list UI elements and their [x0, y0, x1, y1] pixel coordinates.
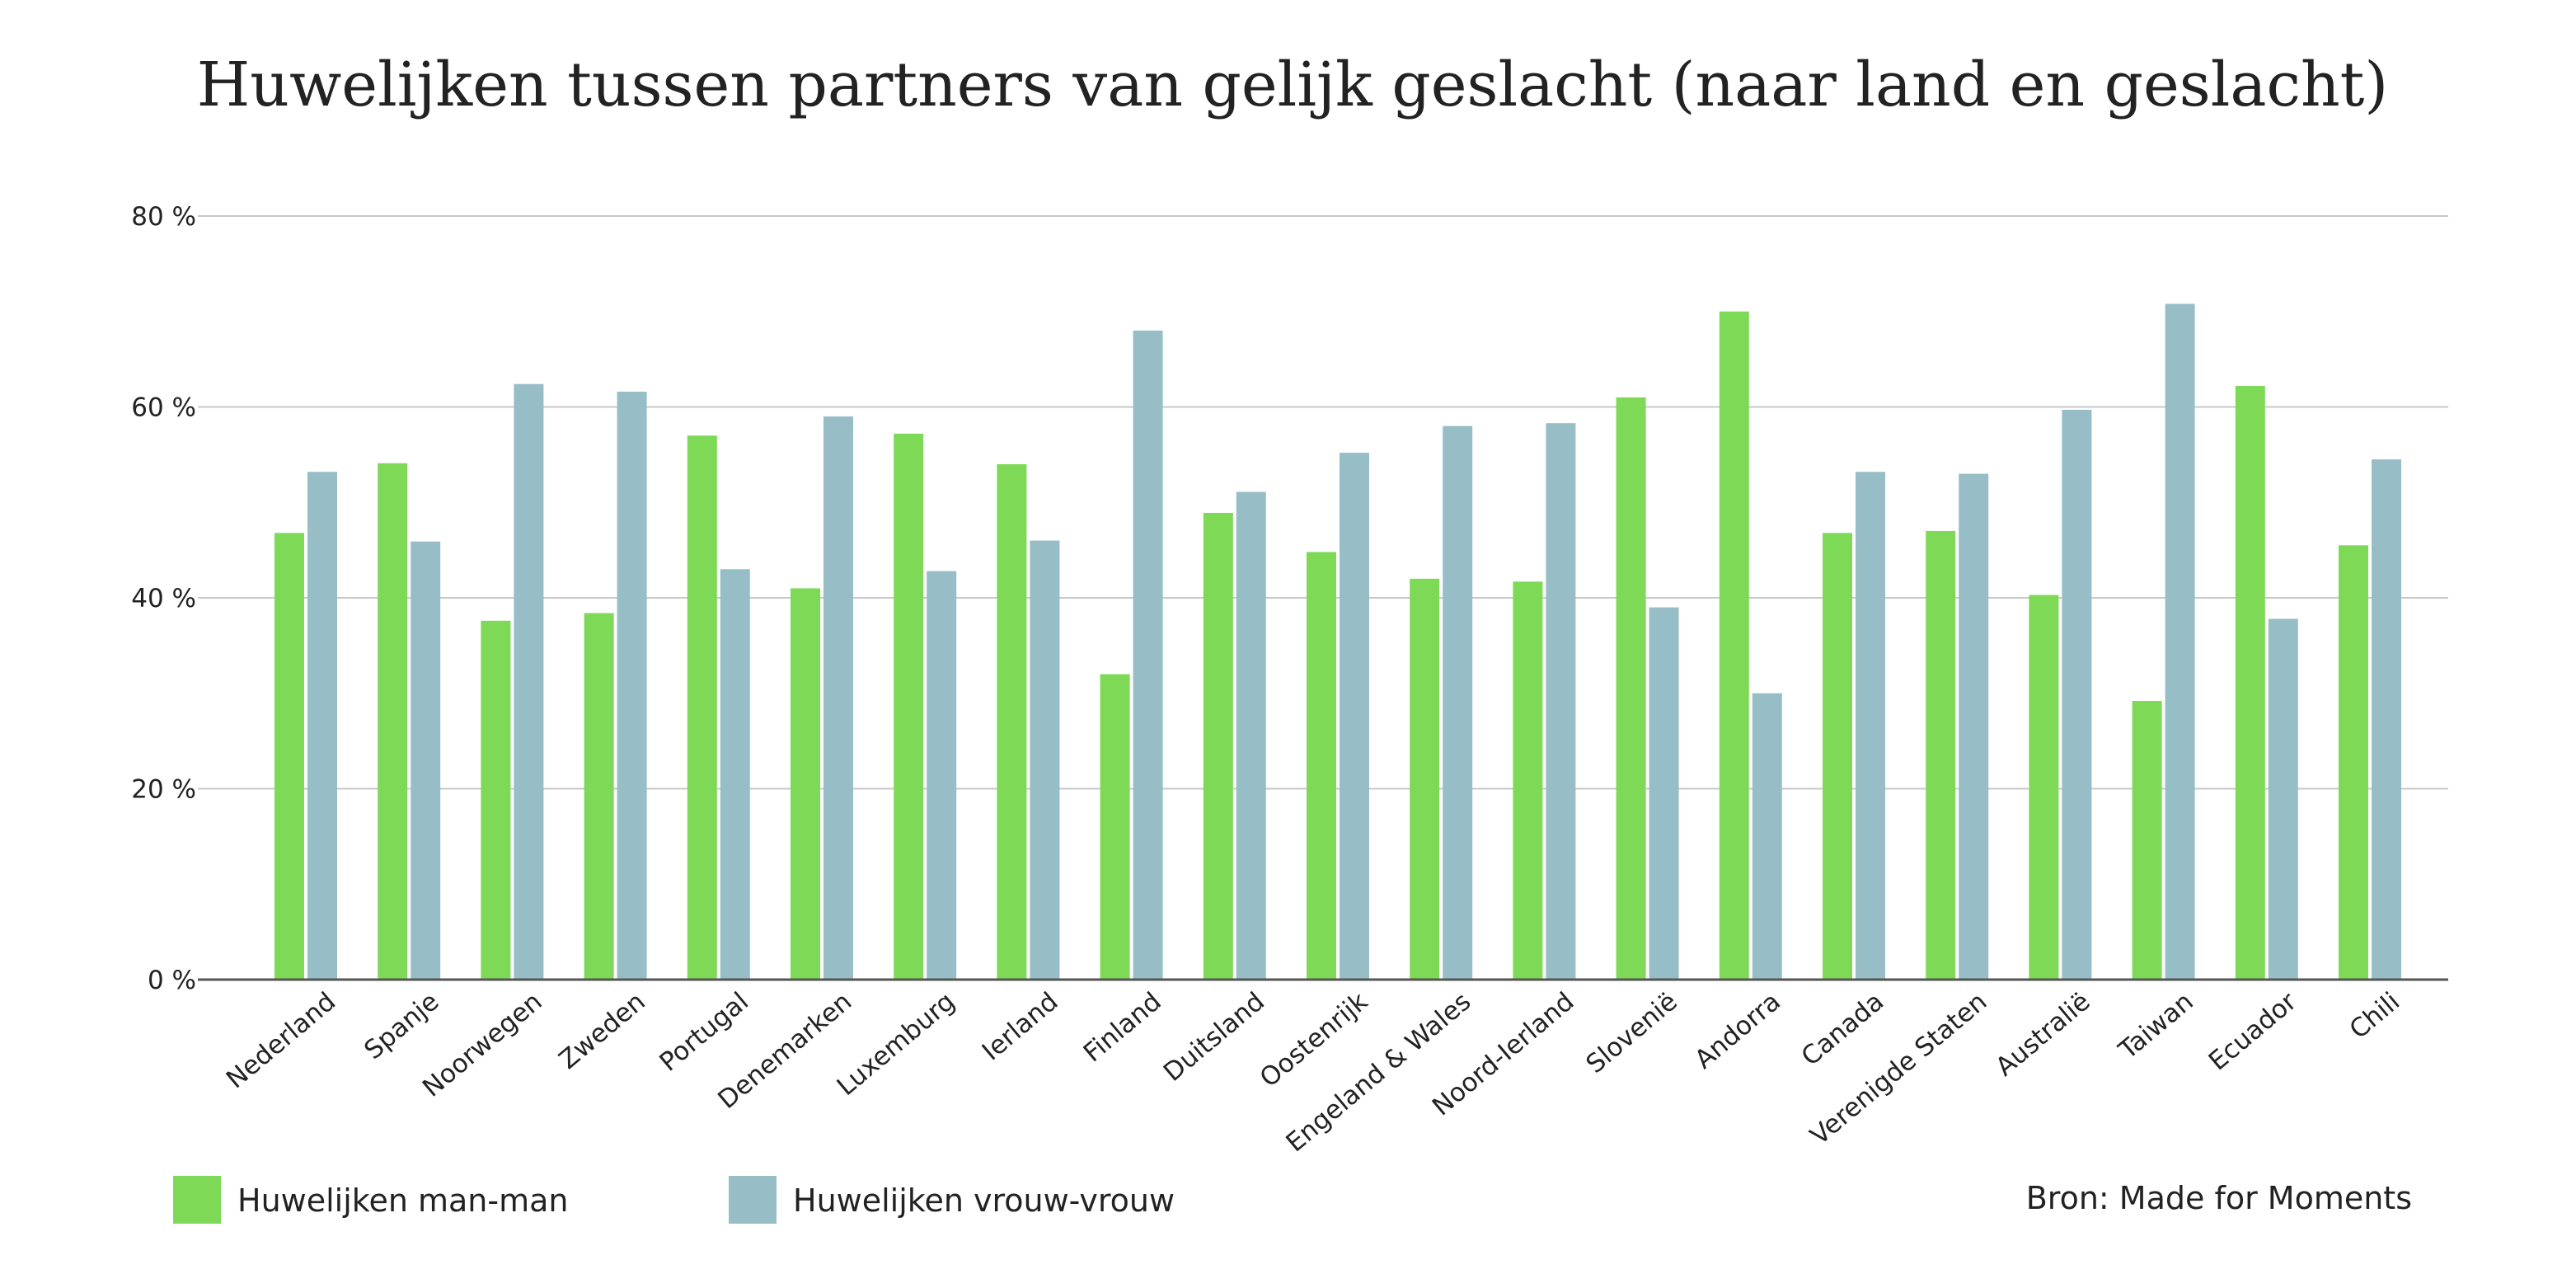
x-tick-label: Ecuador [2203, 986, 2302, 1076]
bar-vrouw-vrouw [2372, 459, 2401, 980]
x-tick-label: Taiwan [2113, 987, 2199, 1066]
x-tick-label: Canada [1796, 987, 1890, 1072]
bar-vrouw-vrouw [307, 472, 337, 980]
x-tick-label: Zweden [554, 987, 651, 1075]
bar-man-man [1513, 581, 1543, 980]
y-tick-label: 80 % [131, 202, 196, 232]
bar-vrouw-vrouw [1856, 472, 1885, 980]
grid: 0 % 20 % 40 % 60 % 80 % [131, 202, 2448, 995]
x-tick-label: Spanje [359, 987, 444, 1066]
x-tick-label: Andorra [1689, 987, 1786, 1075]
x-tick-label: Portugal [654, 987, 753, 1078]
bar-man-man [1203, 512, 1233, 980]
bar-vrouw-vrouw [411, 541, 441, 980]
chart-title: Huwelijken tussen partners van gelijk ge… [197, 49, 2388, 120]
bar-man-man [2132, 701, 2162, 980]
x-tick-label: Slovenië [1580, 987, 1682, 1079]
bar-man-man [687, 435, 717, 980]
bar-man-man [2029, 595, 2059, 980]
bar-man-man [1823, 533, 1852, 980]
y-tick-label: 60 % [131, 393, 196, 423]
legend-swatch-man-man [173, 1176, 221, 1224]
bar-man-man [2235, 386, 2265, 980]
bar-vrouw-vrouw [1133, 330, 1163, 980]
x-tick-label: Nederland [221, 987, 341, 1095]
x-tick-label: Engeland & Wales [1280, 987, 1476, 1159]
bar-man-man [791, 588, 820, 980]
y-tick-label: 0 % [148, 966, 196, 995]
x-tick-label: Chili [2344, 987, 2406, 1046]
bar-vrouw-vrouw [1443, 425, 1473, 980]
bar-vrouw-vrouw [720, 569, 750, 980]
y-tick-label: 20 % [131, 775, 196, 805]
source-note: Bron: Made for Moments [2026, 1180, 2412, 1216]
bar-vrouw-vrouw [927, 571, 957, 980]
bar-vrouw-vrouw [1546, 423, 1576, 980]
x-tick-label: Australië [1990, 987, 2095, 1083]
legend-swatch-vrouw-vrouw [729, 1176, 777, 1224]
x-tick-label: Finland [1078, 987, 1167, 1069]
bar-man-man [997, 463, 1027, 980]
bar-man-man [1410, 578, 1440, 980]
bar-man-man [584, 613, 614, 980]
bar-vrouw-vrouw [1030, 540, 1060, 980]
bar-vrouw-vrouw [1340, 453, 1369, 980]
bar-vrouw-vrouw [1649, 607, 1679, 980]
bar-man-man [1307, 552, 1336, 980]
legend-label-vrouw-vrouw: Huwelijken vrouw-vrouw [793, 1182, 1175, 1219]
x-tick-label: Duitsland [1158, 987, 1270, 1088]
bar-man-man [1719, 311, 1749, 980]
bar-man-man [1926, 530, 1956, 980]
bar-vrouw-vrouw [823, 416, 853, 980]
bars [274, 303, 2401, 980]
bar-vrouw-vrouw [1752, 693, 1782, 980]
bar-man-man [1616, 397, 1646, 980]
legend: Huwelijken man-man Huwelijken vrouw-vrou… [173, 1176, 1175, 1224]
bar-vrouw-vrouw [2268, 618, 2298, 980]
legend-label-man-man: Huwelijken man-man [237, 1182, 568, 1219]
bar-vrouw-vrouw [1236, 491, 1266, 980]
bar-vrouw-vrouw [617, 391, 647, 980]
bar-vrouw-vrouw [2062, 409, 2092, 980]
bar-man-man [378, 463, 408, 980]
x-tick-label: Verenigde Staten [1804, 987, 1992, 1151]
bar-vrouw-vrouw [514, 383, 544, 980]
bar-vrouw-vrouw [1959, 473, 1989, 980]
x-tick-label: Ierland [977, 987, 1064, 1067]
bar-man-man [274, 533, 304, 980]
bar-man-man [894, 433, 924, 980]
bar-man-man [1100, 674, 1130, 980]
bar-man-man [481, 620, 511, 980]
bar-man-man [2339, 545, 2368, 980]
bar-vrouw-vrouw [2165, 303, 2195, 980]
y-tick-label: 40 % [131, 584, 196, 613]
